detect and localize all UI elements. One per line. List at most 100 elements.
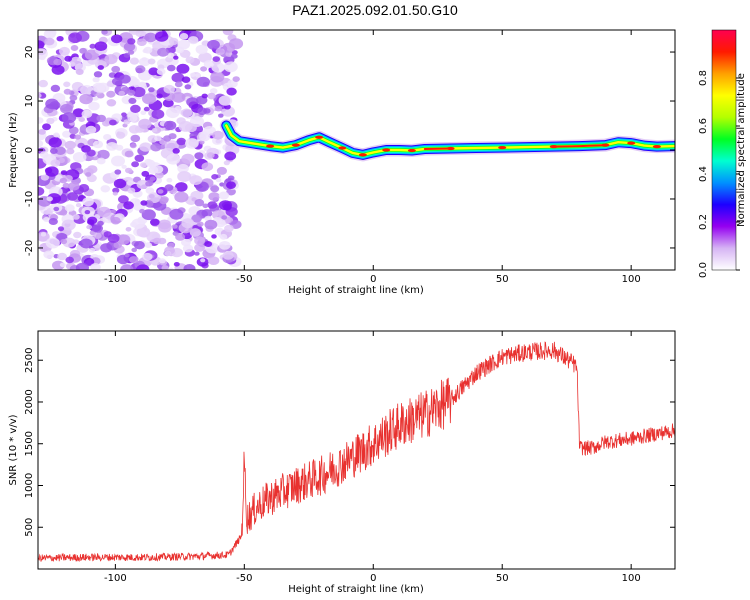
noise-speckle [226,181,236,189]
noise-speckle [176,137,187,146]
noise-speckle [171,72,185,83]
noise-speckle [110,216,121,225]
ridge-peak [627,141,636,145]
noise-speckle [202,203,209,209]
noise-speckle [111,155,125,167]
noise-speckle [219,233,228,240]
noise-speckle [150,218,160,226]
y-tick-label: 0 [24,147,35,153]
y-tick-label: 500 [24,518,35,537]
noise-speckle [174,191,189,203]
noise-speckle [130,104,141,113]
noise-speckle [133,241,145,250]
noise-speckle [147,58,156,65]
noise-speckle [38,79,48,88]
noise-speckle [101,30,108,35]
noise-speckle [88,101,100,111]
noise-speckle [211,174,219,180]
noise-speckle [94,246,100,251]
noise-speckle [148,166,159,174]
noise-speckle [207,201,218,209]
noise-speckle [222,30,234,36]
noise-speckle [103,134,112,141]
noise-speckle [210,185,220,193]
noise-speckle [200,258,206,263]
noise-speckle [90,263,101,270]
snr-x-label: Height of straight line (km) [288,584,424,595]
noise-speckle [59,46,70,56]
noise-speckle [211,234,217,239]
noise-speckle [94,41,108,51]
noise-speckle [84,210,91,215]
noise-speckle [123,119,131,125]
noise-speckle [214,105,223,112]
noise-speckle [82,197,94,207]
noise-speckle [79,47,87,54]
noise-speckle [125,227,132,232]
noise-speckle [125,167,133,174]
noise-speckle [165,107,180,119]
snr-panel: -100 -50 0 50 100 500 1000 1500 2000 2500 Height … [8,330,676,595]
noise-speckle [92,224,103,233]
noise-speckle [228,38,244,50]
noise-speckle [212,56,221,62]
noise-speckle [231,53,238,59]
noise-speckle [38,117,44,124]
noise-speckle [131,161,140,168]
noise-speckle [147,192,161,203]
noise-speckle [59,209,68,216]
ridge-peak [338,146,347,150]
noise-speckle [191,197,197,202]
noise-speckle [166,177,173,183]
noise-speckle [86,224,93,230]
noise-speckle [195,73,201,78]
noise-speckle [227,175,235,181]
noise-speckle [177,171,192,182]
ridge-peak [291,143,300,147]
noise-speckle [63,88,72,95]
noise-speckle [155,31,169,42]
x-tick-label: 0 [370,274,376,285]
noise-speckle [136,264,150,270]
y-tick-label: 20 [24,46,35,59]
noise-speckle [115,144,124,151]
x-tick-label: 100 [622,274,641,285]
noise-speckle [60,103,73,114]
noise-speckle [123,201,134,210]
noise-speckle [53,132,60,138]
noise-speckle [182,244,194,253]
noise-speckle [111,34,123,44]
noise-speckle [44,37,55,46]
noise-speckle [197,107,208,115]
noise-speckle [175,233,186,241]
colorbar-tick-label: 0.8 [698,70,709,86]
noise-speckle [46,196,53,202]
noise-speckle [210,71,225,83]
ridge-peak-segment [552,144,607,148]
noise-speckle [126,180,134,186]
noise-speckle [141,170,150,177]
noise-speckle [43,217,50,222]
noise-speckle [138,118,152,130]
noise-speckle [194,243,206,252]
noise-speckle [65,256,74,264]
noise-speckle [119,74,131,84]
noise-speckle [64,140,76,150]
noise-speckle [152,237,162,245]
noise-speckle [89,43,96,49]
noise-speckle [56,36,64,42]
noise-speckle [100,185,111,193]
noise-speckle [178,121,193,132]
noise-speckle [62,130,72,138]
noise-speckle [187,36,199,45]
noise-speckle [208,192,220,201]
noise-speckle [142,93,156,105]
noise-speckle [181,153,195,164]
noise-speckle [215,48,225,56]
noise-speckle [226,188,236,196]
noise-speckle [196,76,210,87]
ridge-peak [407,148,416,153]
ridge-peak [382,148,391,152]
noise-speckle [156,68,166,75]
noise-speckle [138,57,151,67]
